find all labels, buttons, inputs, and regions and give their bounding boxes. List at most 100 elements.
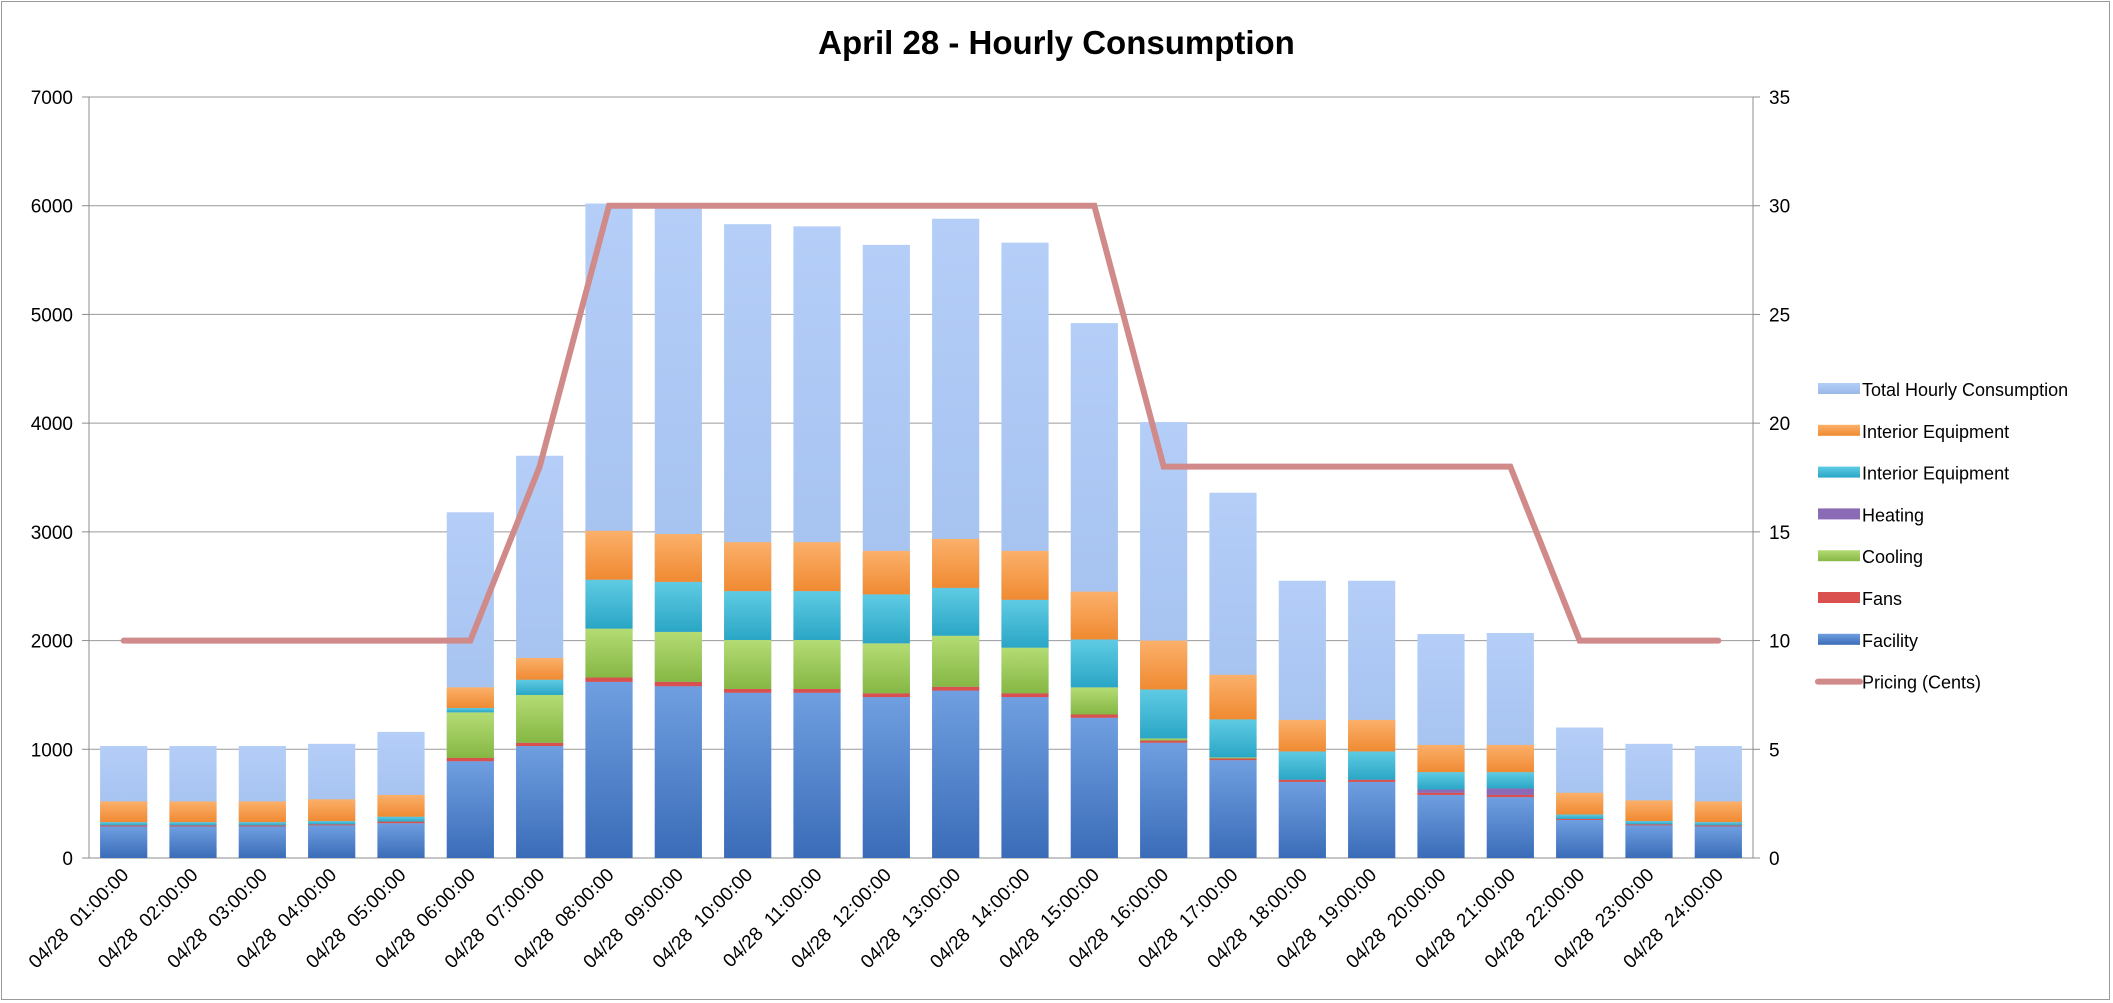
legend-label-cooling: Cooling: [1862, 547, 1923, 567]
y2-tick-label: 5: [1769, 740, 1780, 761]
bar-interior-equipment: [1486, 772, 1534, 789]
y-tick-label: 4000: [31, 414, 73, 435]
bar-facility: [1625, 825, 1673, 858]
legend-label-interior-equipment: Interior Equipment: [1862, 464, 2009, 484]
bar-fans: [932, 686, 980, 691]
bar-cooling: [585, 628, 633, 678]
bar-interior-equipment: [793, 542, 841, 592]
bar-interior-equipment: [100, 801, 148, 823]
bar-facility: [1278, 781, 1326, 858]
bar-interior-equipment: [1625, 800, 1673, 822]
bar-cooling: [862, 643, 910, 694]
legend-swatch-fans: [1818, 592, 1860, 603]
bar-fans: [654, 681, 702, 687]
bar-interior-equipment: [724, 591, 772, 641]
bar-facility: [1417, 794, 1465, 858]
bar-interior-equipment: [1140, 689, 1188, 739]
bar-cooling: [793, 640, 841, 689]
bar-fans: [308, 824, 356, 826]
legend-swatch-heating: [1818, 508, 1860, 520]
bar-interior-equipment: [1278, 751, 1326, 780]
bar-fans: [238, 825, 286, 827]
bar-interior-equipment: [1486, 744, 1534, 773]
bar-interior-equipment: [308, 821, 356, 825]
legend: Total Hourly Consumption Interior Equipme…: [1815, 380, 2068, 693]
bar-interior-equipment: [1556, 792, 1604, 815]
bar-interior-equipment: [446, 707, 494, 713]
bar-facility: [1694, 826, 1742, 858]
bar-facility: [169, 826, 217, 858]
bar-interior-equipment: [1140, 640, 1188, 690]
bar-interior-equipment: [1070, 591, 1118, 640]
bar-fans: [446, 757, 494, 762]
bar-facility: [516, 746, 564, 858]
bar-interior-equipment: [377, 794, 425, 817]
bar-interior-equipment: [1348, 751, 1396, 780]
bar-interior-equipment: [1001, 550, 1049, 600]
bar-interior-equipment: [1070, 639, 1118, 688]
bar-interior-equipment: [1417, 772, 1465, 790]
bar-heating: [1417, 789, 1465, 793]
bar-fans: [724, 688, 772, 693]
bar-cooling: [1070, 687, 1118, 715]
bar-interior-equipment: [1348, 719, 1396, 752]
bar-fans: [1625, 824, 1673, 826]
bar-interior-equipment: [169, 801, 217, 823]
bar-interior-equipment: [516, 679, 564, 695]
bar-interior-equipment: [585, 579, 633, 629]
bar-interior-equipment: [1209, 719, 1257, 758]
bar-fans: [1556, 818, 1604, 820]
bar-facility: [238, 826, 286, 858]
y-tick-label: 7000: [31, 88, 73, 109]
bar-cooling: [724, 640, 772, 689]
bar-cooling: [1001, 647, 1049, 694]
bar-interior-equipment: [1209, 674, 1257, 720]
bar-cooling: [1140, 738, 1188, 741]
bar-interior-equipment: [1694, 801, 1742, 823]
legend-swatch-cooling: [1818, 550, 1860, 562]
bar-interior-equipment: [654, 534, 702, 582]
bar-facility: [1486, 797, 1534, 858]
bar-facility: [1209, 760, 1257, 858]
bar-interior-equipment: [1417, 744, 1465, 773]
bar-interior-equipment: [169, 822, 217, 826]
bar-facility: [377, 823, 425, 858]
y-tick-label: 0: [62, 849, 73, 870]
bar-facility: [1556, 819, 1604, 858]
bar-interior-equipment: [793, 591, 841, 641]
bar-fans: [1486, 794, 1534, 798]
bar-interior-equipment: [654, 581, 702, 632]
bar-interior-equipment: [1694, 822, 1742, 826]
bar-cooling: [446, 712, 494, 758]
y-tick-label: 3000: [31, 523, 73, 544]
y2-tick-label: 0: [1769, 849, 1780, 870]
bar-interior-equipment: [446, 687, 494, 708]
y2-tick-label: 25: [1769, 305, 1790, 326]
legend-label-fans: Fans: [1862, 589, 1902, 609]
bar-fans: [793, 688, 841, 693]
bar-facility: [308, 825, 356, 858]
bar-interior-equipment: [377, 816, 425, 822]
bar-facility: [100, 826, 148, 858]
legend-swatch-total-hourly-consumption: [1818, 383, 1860, 394]
bar-facility: [1348, 781, 1396, 858]
bar-cooling: [932, 635, 980, 687]
bar-fans: [1694, 825, 1742, 827]
pricing-line: [120, 202, 1722, 644]
y2-tick-label: 35: [1769, 88, 1790, 109]
y-tick-label: 6000: [31, 197, 73, 218]
chart-title: April 28 - Hourly Consumption: [818, 24, 1295, 61]
bar-cooling: [1209, 757, 1257, 759]
bar-heating: [1486, 788, 1534, 795]
bar-interior-equipment: [516, 657, 564, 680]
bar-interior-equipment: [238, 822, 286, 826]
y2-tick-label: 30: [1769, 197, 1790, 218]
legend-label-total-hourly-consumption: Total Hourly Consumption: [1862, 380, 2068, 400]
bar-facility: [654, 686, 702, 858]
bar-fans: [1348, 779, 1396, 782]
y-tick-label: 5000: [31, 305, 73, 326]
bar-fans: [585, 677, 633, 682]
bars: [100, 203, 1742, 859]
bar-interior-equipment: [862, 594, 910, 644]
